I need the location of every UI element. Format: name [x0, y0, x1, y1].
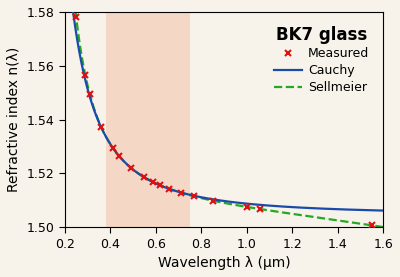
Measured — [192, 195, 197, 198]
Measured — [167, 187, 172, 191]
Measured — [99, 125, 104, 129]
Measured — [142, 176, 147, 179]
Sellmeier — [381, 225, 386, 229]
Legend: Measured, Cauchy, Sellmeier: Measured, Cauchy, Sellmeier — [267, 18, 377, 101]
Measured — [128, 166, 133, 169]
Line: Sellmeier: Sellmeier — [66, 0, 383, 227]
Sellmeier — [83, 74, 88, 77]
Sellmeier — [266, 209, 270, 212]
Bar — [106, 12, 190, 227]
Measured — [151, 181, 156, 184]
Measured — [88, 93, 92, 96]
Sellmeier — [337, 219, 342, 222]
Sellmeier — [304, 214, 309, 218]
Cauchy — [256, 203, 261, 206]
Cauchy — [266, 204, 270, 207]
Measured — [117, 155, 122, 158]
X-axis label: Wavelength λ (μm): Wavelength λ (μm) — [158, 256, 290, 270]
Cauchy — [304, 206, 309, 209]
Sellmeier — [248, 206, 252, 209]
Measured — [370, 224, 374, 227]
Measured — [178, 191, 183, 194]
Measured — [83, 73, 88, 77]
Sellmeier — [256, 207, 261, 211]
Measured — [258, 207, 263, 211]
Cauchy — [337, 207, 342, 211]
Cauchy — [248, 202, 252, 206]
Line: Measured: Measured — [73, 14, 375, 229]
Measured — [74, 15, 78, 19]
Cauchy — [83, 79, 88, 82]
Y-axis label: Refractive index n(λ): Refractive index n(λ) — [7, 47, 21, 192]
Measured — [244, 205, 249, 209]
Measured — [210, 199, 215, 202]
Measured — [158, 184, 163, 187]
Line: Cauchy: Cauchy — [66, 0, 383, 211]
Cauchy — [381, 209, 386, 212]
Measured — [110, 146, 115, 149]
